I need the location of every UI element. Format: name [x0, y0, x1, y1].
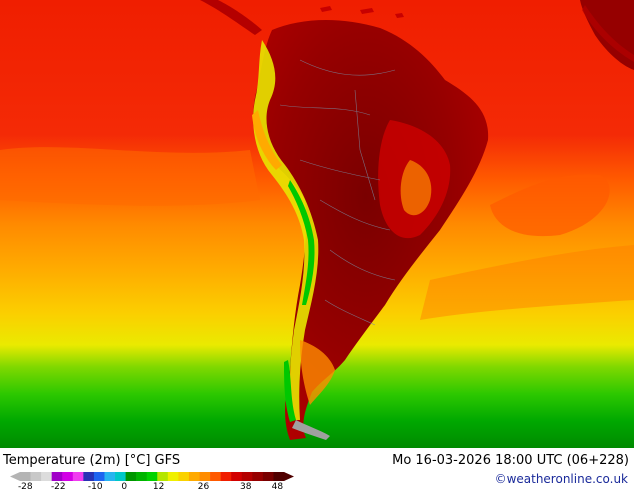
country-borders	[279, 59, 396, 326]
caribbean-islands	[320, 6, 404, 18]
legend-swatch	[167, 472, 179, 481]
legend-swatch	[146, 472, 158, 481]
legend-tick-label: 48	[272, 482, 284, 490]
legend-swatch	[262, 472, 274, 481]
atlantic-orange-patch	[490, 174, 610, 237]
tierra-del-fuego	[292, 420, 330, 440]
legend-swatch	[104, 472, 116, 481]
legend-tick-label: -10	[88, 482, 103, 490]
legend-tick-label: -22	[51, 482, 66, 490]
south-america-land	[253, 19, 489, 441]
andes-green-core	[288, 180, 315, 305]
map-title: Temperature (2m) [°C] GFS	[3, 453, 181, 468]
legend-swatch	[136, 472, 148, 481]
legend-tick-label: 38	[240, 482, 252, 490]
legend-swatch	[125, 472, 137, 481]
legend-swatch	[199, 472, 211, 481]
legend-swatch	[252, 472, 264, 481]
legend-arrow-left	[10, 472, 20, 481]
pacific-warm-band	[0, 147, 260, 206]
atlantic-warm-band	[420, 245, 634, 320]
legend-swatch	[220, 472, 232, 481]
legend-swatch	[62, 472, 74, 481]
legend-swatch	[83, 472, 95, 481]
legend-arrow-right	[284, 472, 294, 481]
legend-swatch	[241, 472, 253, 481]
legend-swatch	[157, 472, 169, 481]
temperature-map	[0, 0, 634, 448]
legend-swatch	[115, 472, 126, 481]
legend-swatch	[72, 472, 84, 481]
legend-swatch	[210, 472, 221, 481]
legend-tick-label: 0	[121, 482, 127, 490]
central-america-land	[200, 0, 262, 35]
legend-tick-label: 26	[198, 482, 210, 490]
patagonia-south	[300, 340, 335, 405]
map-footer: Temperature (2m) [°C] GFS Mo 16-03-2026 …	[0, 448, 634, 490]
coastal-orange	[252, 110, 282, 170]
patagonia-green	[284, 360, 296, 422]
legend-swatch	[41, 472, 52, 481]
andes-strip	[253, 40, 319, 420]
legend-tick-label: 12	[153, 482, 164, 490]
brazil-orange-patch	[400, 160, 432, 216]
africa-coast-detail	[582, 5, 634, 62]
temperature-legend: -28 -22 -10 0 12 26 38 48	[10, 472, 294, 490]
legend-swatch	[188, 472, 200, 481]
legend-swatch	[273, 472, 285, 481]
legend-swatch	[178, 472, 190, 481]
map-datetime: Mo 16-03-2026 18:00 UTC (06+228)	[392, 453, 629, 468]
credit-link[interactable]: ©weatheronline.co.uk	[494, 472, 628, 486]
legend-swatch	[51, 472, 63, 481]
legend-swatch	[30, 472, 42, 481]
legend-swatch	[231, 472, 243, 481]
legend-swatch	[93, 472, 105, 481]
legend-tick-label: -28	[18, 482, 33, 490]
legend-swatch	[20, 472, 31, 481]
